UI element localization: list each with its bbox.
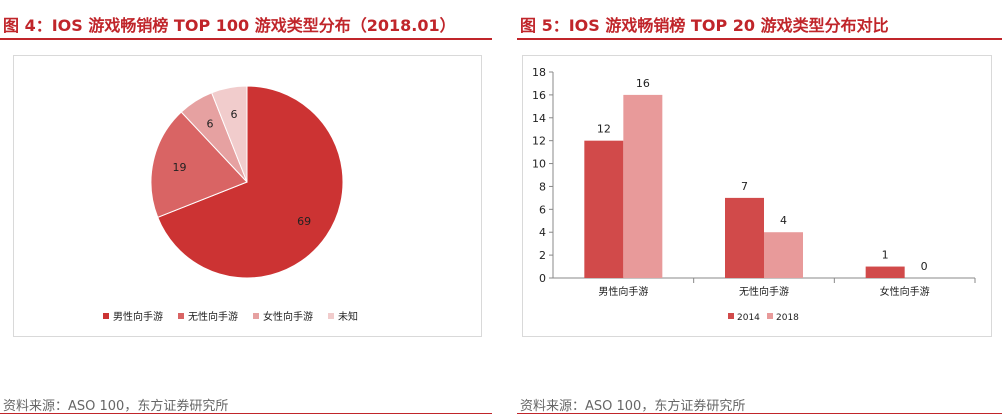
legend-label: 男性向手游 — [113, 310, 163, 323]
pie-slice — [150, 111, 248, 218]
slice-label: 6 — [206, 118, 213, 131]
pie-slice — [211, 85, 248, 183]
bar-chart-box: 0 2 4 6 8 10 12 14 16 18 12 16 男性向手游 7 4 无性向手游 1 0 女性向手游 20… — [522, 55, 992, 337]
legend-label: 2014 — [737, 313, 760, 323]
bar — [865, 266, 905, 278]
legend-label: 无性向手游 — [188, 310, 238, 323]
title-divider — [0, 38, 492, 40]
y-tick-label: 0 — [539, 272, 546, 285]
y-tick-label: 2 — [539, 249, 546, 262]
y-tick-label: 4 — [539, 226, 546, 239]
legend-label: 女性向手游 — [263, 310, 313, 323]
pie-slice — [157, 85, 344, 279]
legend-label: 未知 — [338, 310, 358, 323]
bar-value-label: 7 — [741, 180, 748, 193]
y-tick-label: 8 — [539, 180, 546, 193]
bar-value-label: 4 — [780, 214, 787, 227]
x-tick-label: 女性向手游 — [880, 285, 930, 298]
title-divider — [517, 38, 1002, 40]
bar-value-label: 0 — [921, 260, 928, 273]
bottom-divider — [0, 413, 492, 414]
bar — [725, 197, 764, 278]
bottom-divider — [517, 413, 1002, 414]
figure-4-panel: 图 4：IOS 游戏畅销榜 TOP 100 游戏类型分布（2018.01） 69… — [0, 0, 492, 419]
x-tick-label: 无性向手游 — [739, 285, 789, 298]
slice-label: 69 — [297, 215, 311, 228]
legend-swatch — [178, 313, 184, 319]
figure-5-title: 图 5：IOS 游戏畅销榜 TOP 20 游戏类型分布对比 — [520, 16, 889, 35]
bar-chart: 0246810121416181216男性向手游74无性向手游10女性向手游20… — [532, 66, 976, 323]
y-tick-label: 6 — [539, 203, 546, 216]
y-tick-label: 14 — [532, 112, 546, 125]
y-tick-label: 18 — [532, 66, 546, 79]
bar — [623, 94, 663, 278]
bar — [584, 140, 624, 278]
slice-label: 6 — [231, 108, 238, 121]
x-tick-label: 男性向手游 — [598, 285, 648, 298]
source-note: 资料来源：ASO 100，东方证券研究所 — [520, 399, 746, 414]
y-tick-label: 12 — [532, 135, 546, 148]
bar-value-label: 12 — [597, 123, 611, 136]
figure-4-title: 图 4：IOS 游戏畅销榜 TOP 100 游戏类型分布（2018.01） — [3, 16, 456, 35]
bar-value-label: 1 — [882, 249, 889, 262]
y-tick-label: 16 — [532, 89, 546, 102]
legend-swatch — [767, 313, 773, 319]
legend-swatch — [253, 313, 259, 319]
source-note: 资料来源：ASO 100，东方证券研究所 — [3, 399, 229, 414]
figure-5-panel: 图 5：IOS 游戏畅销榜 TOP 20 游戏类型分布对比 0 2 4 6 8 10 12 1… — [517, 0, 1002, 419]
legend-swatch — [728, 313, 734, 319]
bar — [764, 232, 803, 278]
legend-label: 2018 — [776, 313, 799, 323]
pie-chart-box: 69 19 6 6 男性向手游 无性向手游 女性向手游 未知 — [13, 55, 482, 337]
legend-swatch — [328, 313, 334, 319]
slice-label: 19 — [173, 161, 187, 174]
y-tick-label: 10 — [532, 158, 546, 171]
bar-value-label: 16 — [636, 77, 650, 90]
legend-swatch — [103, 313, 109, 319]
pie-chart: 69 19 6 6 男性向手游 无性向手游 女性向手游 未知 — [103, 85, 358, 323]
